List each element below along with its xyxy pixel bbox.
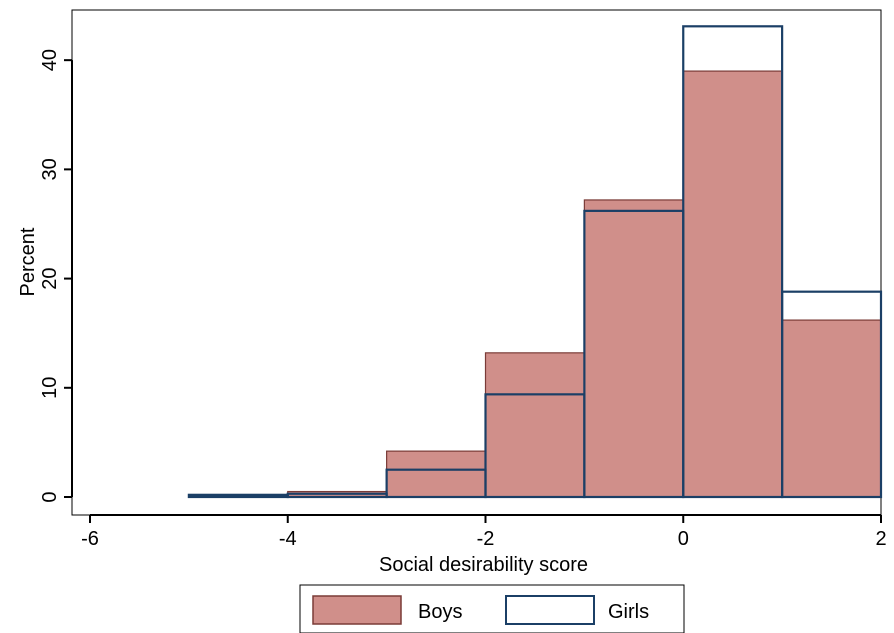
legend-swatch-boys bbox=[312, 595, 402, 625]
x-tick-label: -6 bbox=[81, 528, 99, 550]
y-tick-label: 10 bbox=[39, 377, 61, 399]
boys-bar bbox=[484, 352, 585, 498]
y-tick-label: 40 bbox=[39, 49, 61, 71]
boys-bars bbox=[287, 70, 882, 498]
x-tick-label: 2 bbox=[875, 528, 886, 550]
legend-swatch-girls bbox=[505, 595, 595, 625]
y-tick-label: 20 bbox=[39, 267, 61, 289]
girls-bar bbox=[187, 493, 289, 499]
legend-label-boys: Boys bbox=[418, 601, 462, 623]
y-tick-label: 30 bbox=[39, 158, 61, 180]
legend: Boys Girls bbox=[299, 584, 685, 633]
boys-bar bbox=[682, 70, 783, 498]
y-tick-label: 0 bbox=[39, 491, 61, 502]
x-tick-label: 0 bbox=[678, 528, 689, 550]
y-axis-title: Percent bbox=[17, 227, 39, 296]
legend-label-girls: Girls bbox=[608, 601, 649, 623]
boys-bar bbox=[583, 199, 684, 498]
girls-bars bbox=[187, 25, 883, 499]
x-tick-label: -4 bbox=[279, 528, 297, 550]
boys-bar bbox=[781, 319, 882, 498]
boys-bar bbox=[386, 450, 487, 498]
x-tick-label: -2 bbox=[477, 528, 495, 550]
girls-bar bbox=[781, 290, 883, 499]
x-axis-title: Social desirability score bbox=[379, 554, 588, 576]
girls-bar bbox=[682, 25, 784, 499]
